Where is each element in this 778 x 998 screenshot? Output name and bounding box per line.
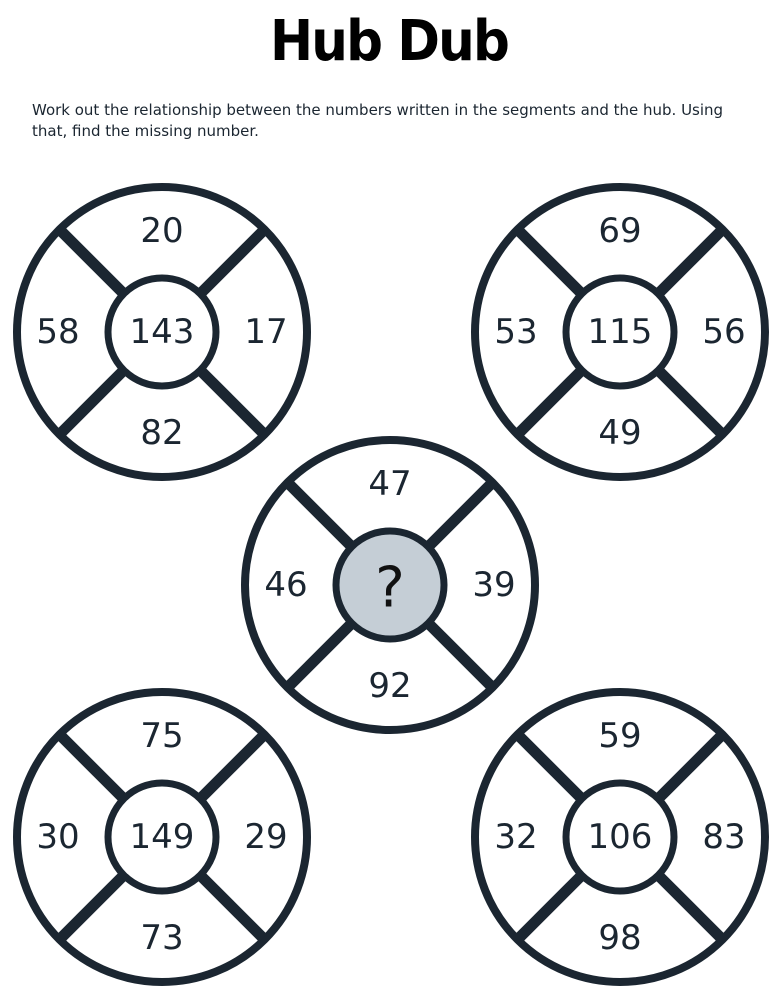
missing-hub-number: ?: [375, 556, 405, 621]
spoke: [514, 731, 585, 802]
segment-number-left: 53: [494, 312, 537, 352]
segment-number-left: 30: [36, 817, 79, 857]
segment-number-bottom: 98: [598, 918, 641, 958]
spoke: [56, 731, 127, 802]
spoke: [655, 367, 726, 438]
segment-number-bottom: 92: [368, 666, 411, 706]
segment-number-right: 17: [244, 312, 287, 352]
spoke: [56, 367, 127, 438]
spoke: [514, 367, 585, 438]
spoke: [655, 872, 726, 943]
hub-number: 115: [588, 312, 653, 352]
spoke: [425, 479, 496, 550]
spoke: [197, 226, 268, 297]
spoke: [197, 872, 268, 943]
hub-circle: [332, 527, 448, 643]
hub-wheel-center: 47 39 92 46?: [241, 436, 539, 734]
spoke: [655, 226, 726, 297]
spoke: [514, 226, 585, 297]
hub-circle: [562, 274, 678, 390]
spoke: [197, 367, 268, 438]
hub-wheel-top-right: 69 56 49 53 115: [471, 183, 769, 481]
hub-circle: [104, 274, 220, 390]
hub-number: 143: [130, 312, 195, 352]
segment-number-top: 75: [140, 716, 183, 756]
hub-wheel-bottom-right: 59 83 98 32 106: [471, 688, 769, 986]
spoke: [425, 620, 496, 691]
segment-number-bottom: 49: [598, 413, 641, 453]
segment-number-left: 32: [494, 817, 537, 857]
page-title: Hub Dub: [269, 9, 510, 74]
hub-wheel-top-left: 20 17 82 58 143: [13, 183, 311, 481]
hub-circle: [562, 779, 678, 895]
segment-number-right: 56: [702, 312, 745, 352]
spoke: [284, 620, 355, 691]
segment-number-bottom: 73: [140, 918, 183, 958]
segment-number-top: 69: [598, 211, 641, 251]
hub-number: 106: [588, 817, 653, 857]
segment-number-left: 46: [264, 565, 307, 605]
segment-number-top: 59: [598, 716, 641, 756]
hub-number: 149: [130, 817, 195, 857]
spoke: [655, 731, 726, 802]
spoke: [197, 731, 268, 802]
hub-circle: [104, 779, 220, 895]
spoke: [514, 872, 585, 943]
segment-number-right: 39: [472, 565, 515, 605]
segment-number-right: 29: [244, 817, 287, 857]
hub-wheel-bottom-left: 75 29 73 30 149: [13, 688, 311, 986]
segment-number-top: 47: [368, 464, 411, 504]
segment-number-right: 83: [702, 817, 745, 857]
spoke: [56, 872, 127, 943]
spoke: [284, 479, 355, 550]
instructions-text: Work out the relationship between the nu…: [32, 101, 724, 140]
spoke: [56, 226, 127, 297]
segment-number-left: 58: [36, 312, 79, 352]
segment-number-bottom: 82: [140, 413, 183, 453]
segment-number-top: 20: [140, 211, 183, 251]
